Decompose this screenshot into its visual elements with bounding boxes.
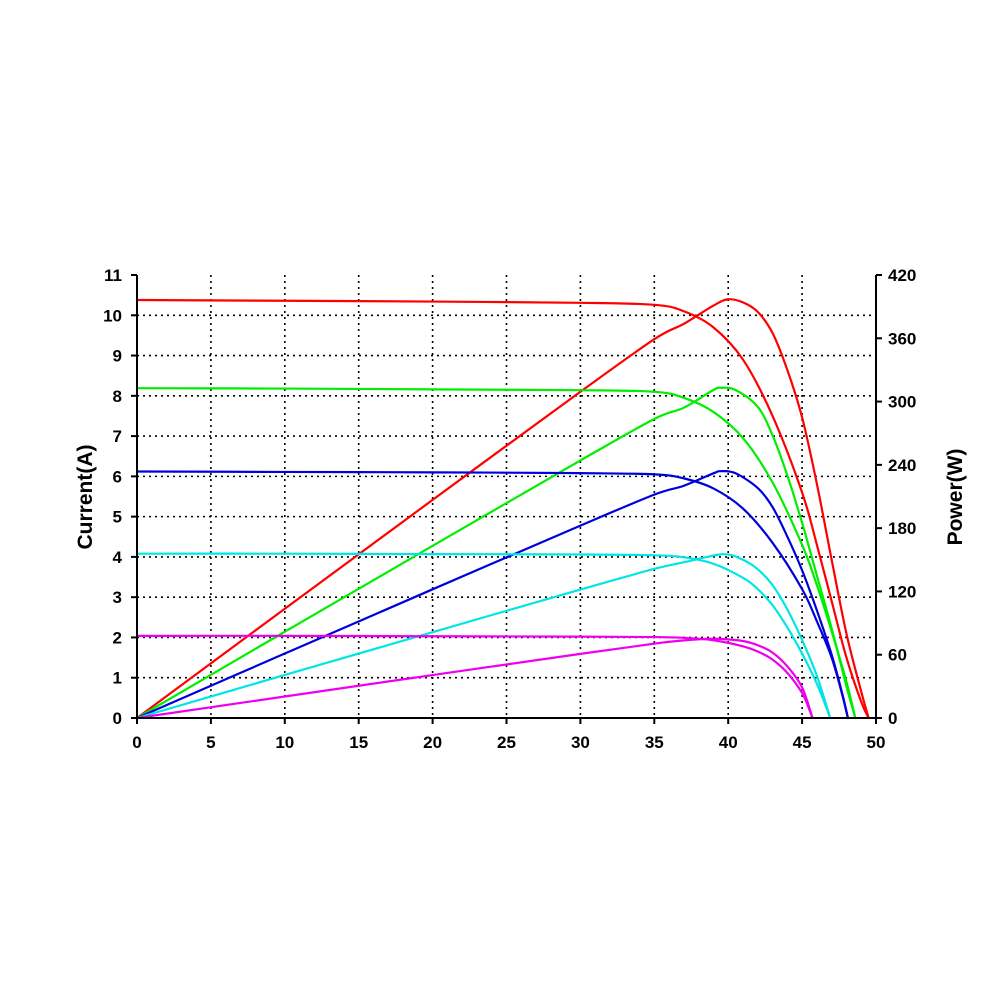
power-curve bbox=[135, 470, 850, 720]
current-curve bbox=[135, 634, 814, 720]
y2-axis-title: Power(W) bbox=[944, 449, 967, 546]
y2-tick-label: 240 bbox=[888, 456, 916, 475]
y-tick-label: 10 bbox=[103, 306, 122, 325]
x-tick-label: 10 bbox=[275, 733, 294, 752]
y-tick-label: 9 bbox=[113, 347, 122, 366]
power-curve bbox=[135, 386, 857, 720]
y-tick-label: 5 bbox=[113, 508, 122, 527]
x-tick-label: 25 bbox=[497, 733, 516, 752]
y2-tick-label: 420 bbox=[888, 266, 916, 285]
y-tick-label: 0 bbox=[113, 709, 122, 728]
current-curve bbox=[135, 552, 832, 720]
series-lines bbox=[135, 298, 870, 720]
y-tick-label: 7 bbox=[113, 427, 122, 446]
y-tick-label: 11 bbox=[104, 266, 122, 285]
power-curve bbox=[135, 298, 870, 720]
y-tick-label: 8 bbox=[113, 387, 122, 406]
current-curve bbox=[135, 387, 857, 720]
y-axis-title: Current(A) bbox=[74, 445, 97, 550]
x-tick-label: 50 bbox=[867, 733, 886, 752]
power-curve bbox=[135, 637, 814, 720]
y-tick-label: 1 bbox=[113, 669, 122, 688]
grid bbox=[137, 275, 876, 718]
y-tick-label: 6 bbox=[113, 467, 122, 486]
y2-tick-label: 300 bbox=[888, 393, 916, 412]
x-tick-label: 35 bbox=[645, 733, 664, 752]
y2-tick-label: 60 bbox=[888, 646, 907, 665]
y-tick-label: 2 bbox=[113, 628, 122, 647]
y2-tick-label: 0 bbox=[888, 709, 897, 728]
y2-tick-label: 120 bbox=[888, 582, 916, 601]
x-tick-label: 45 bbox=[793, 733, 812, 752]
x-tick-label: 0 bbox=[132, 733, 141, 752]
y2-tick-label: 180 bbox=[888, 519, 916, 538]
current-curve bbox=[135, 298, 870, 720]
x-tick-label: 15 bbox=[349, 733, 368, 752]
x-tick-label: 20 bbox=[423, 733, 442, 752]
tick-labels: 0 5 10 15 20 25 30 35 40 45 5001234567891011060120… bbox=[103, 266, 916, 752]
y-tick-label: 4 bbox=[113, 548, 123, 567]
x-tick-label: 40 bbox=[719, 733, 738, 752]
y2-tick-label: 360 bbox=[888, 329, 916, 348]
x-tick-label: 5 bbox=[206, 733, 215, 752]
y-tick-label: 3 bbox=[113, 588, 122, 607]
axes bbox=[131, 274, 882, 724]
power-curve bbox=[135, 553, 832, 720]
current-curve bbox=[135, 470, 850, 720]
x-tick-label: 30 bbox=[571, 733, 590, 752]
